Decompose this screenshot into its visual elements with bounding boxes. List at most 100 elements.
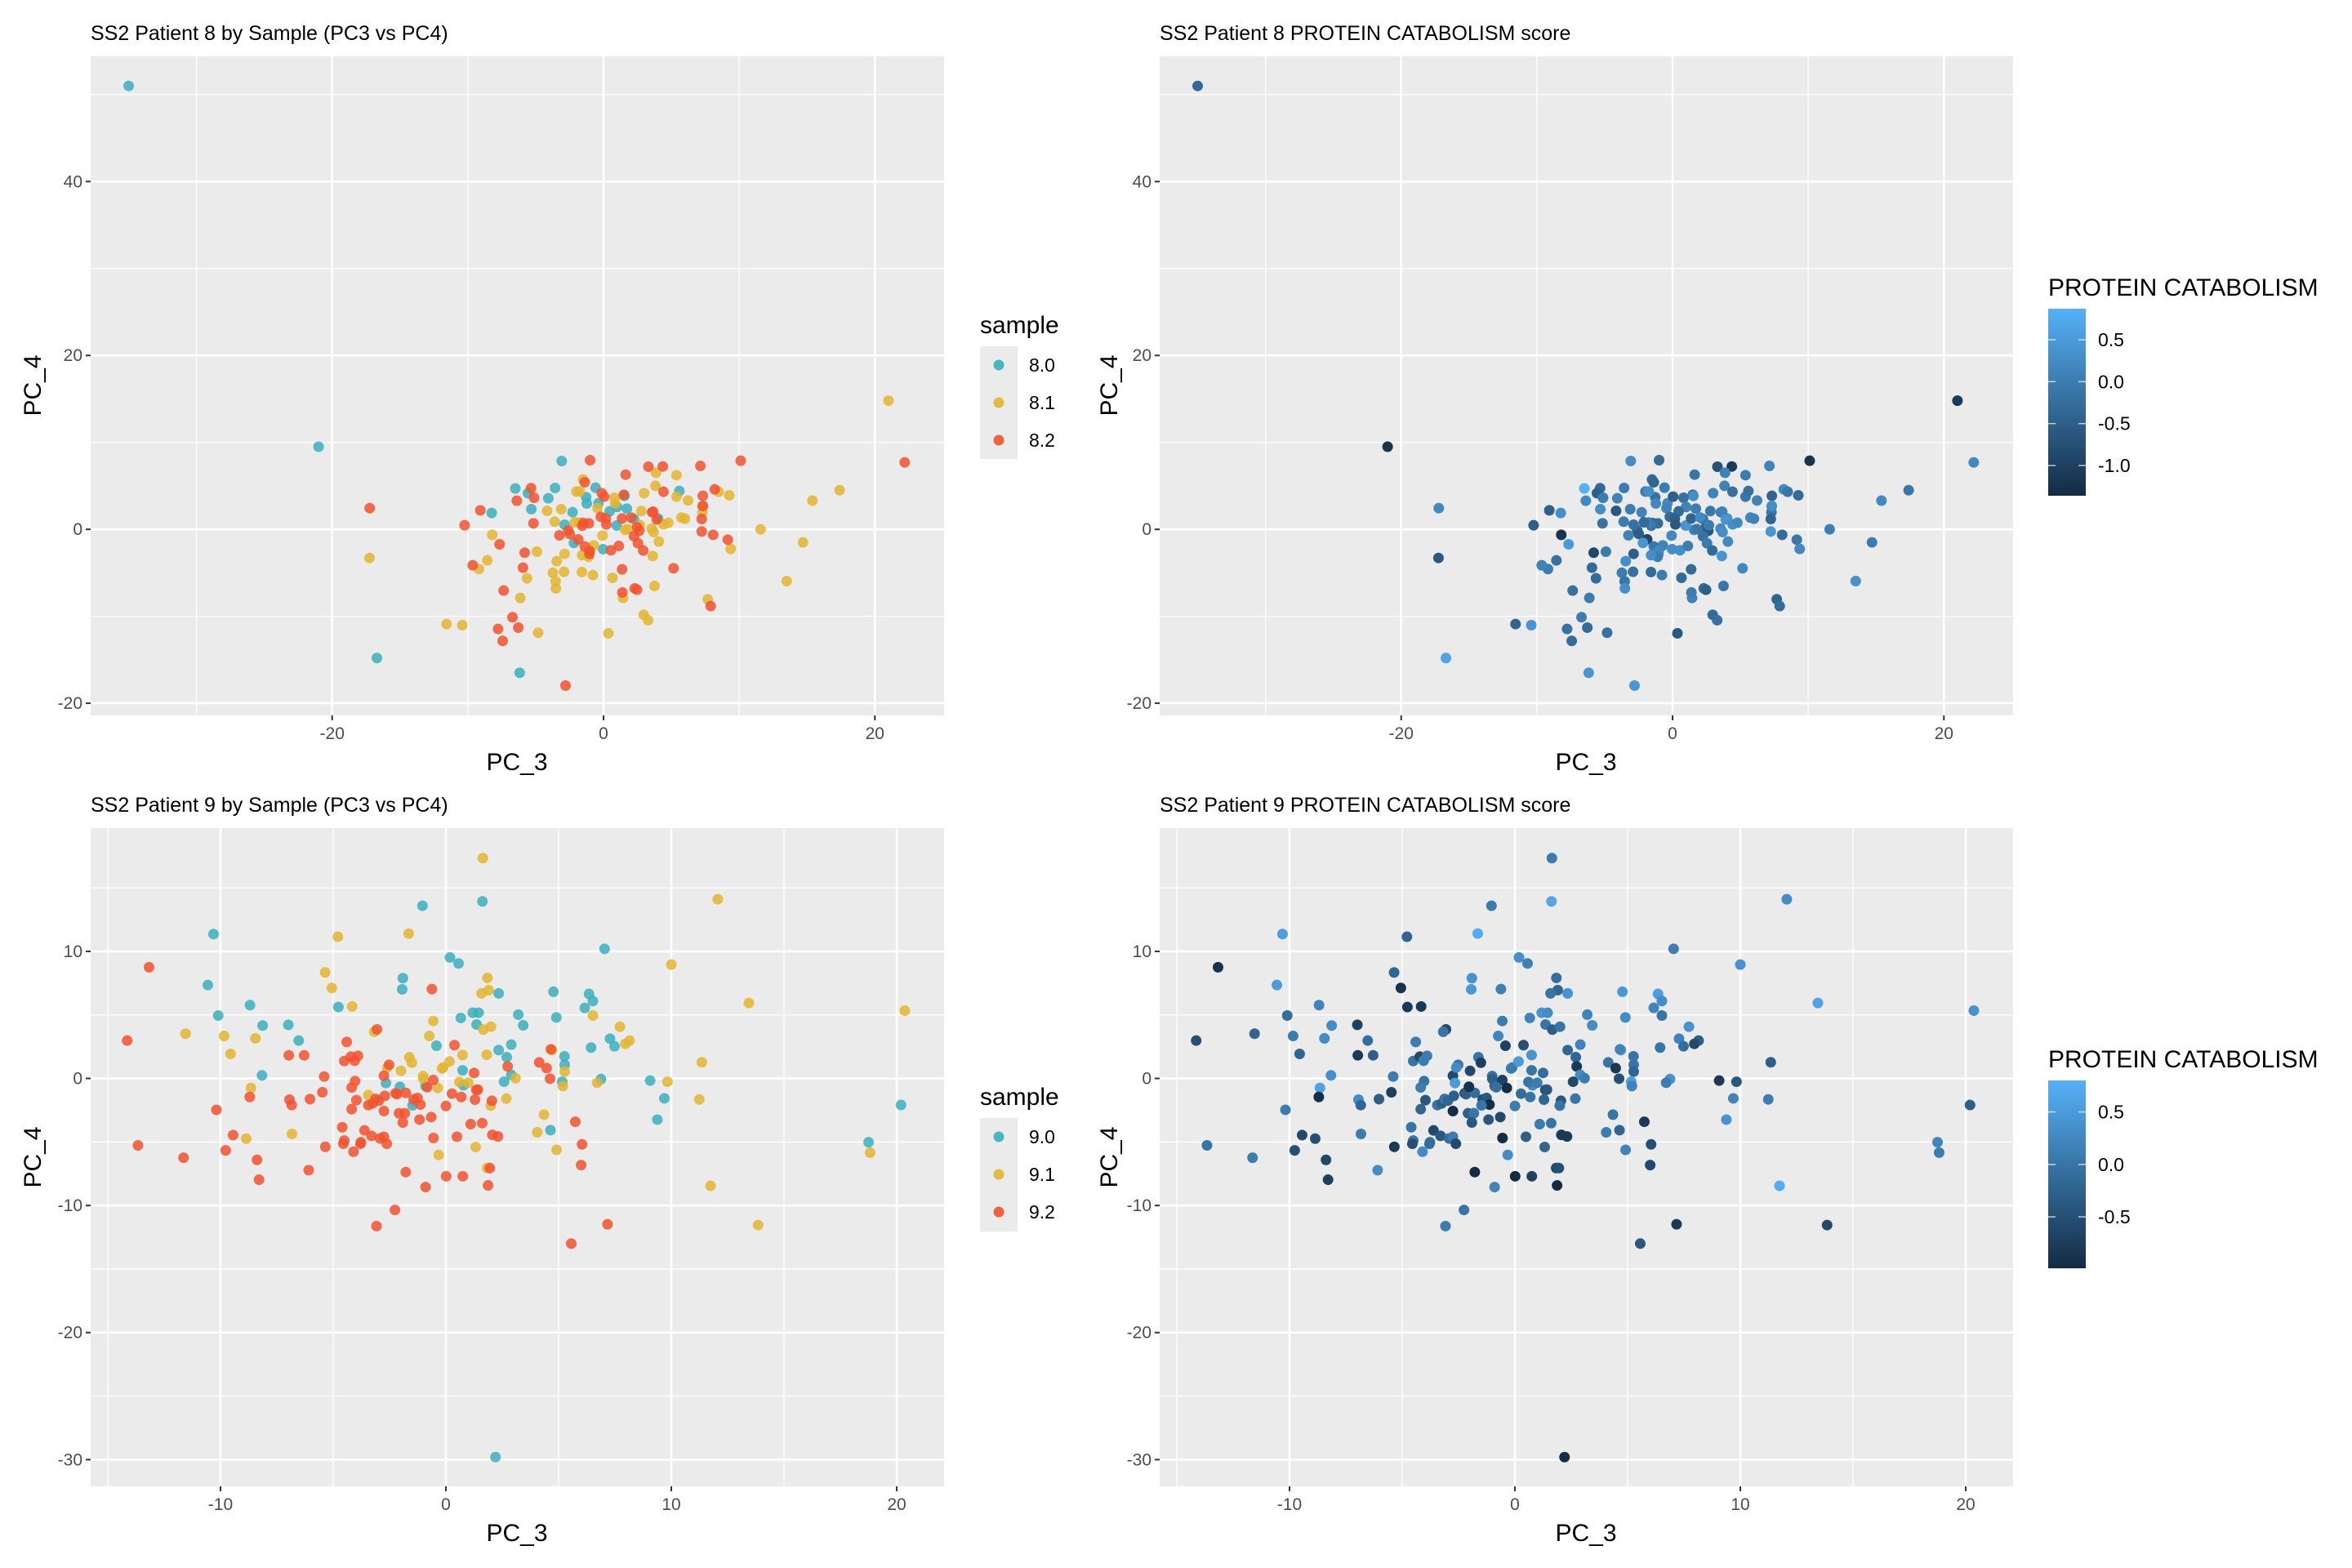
- data-point-score: [1464, 1065, 1476, 1076]
- data-point-sample-8-1: [363, 552, 375, 564]
- data-point-score: [1326, 1020, 1338, 1031]
- data-point-score: [1576, 612, 1588, 623]
- data-point-sample-9-1: [532, 1127, 543, 1138]
- data-point-score: [1619, 582, 1631, 594]
- data-point-sample-9-2: [305, 1094, 316, 1105]
- data-point-score: [1731, 517, 1743, 528]
- data-point-sample-8-2: [697, 501, 709, 512]
- data-point-sample-8-2: [735, 455, 746, 466]
- data-point-score: [1493, 1031, 1504, 1042]
- y-tick-label: -20: [1127, 1324, 1152, 1343]
- data-point-score: [1325, 1070, 1337, 1081]
- data-point-sample-9-2: [317, 1086, 328, 1098]
- data-point-sample-8-1: [587, 569, 599, 581]
- data-point-sample-9-0: [599, 943, 610, 955]
- y-tick-label: -10: [1127, 1196, 1152, 1215]
- data-point-score: [1483, 1114, 1494, 1125]
- data-point-score: [1405, 1121, 1417, 1133]
- data-point-score: [1726, 486, 1738, 497]
- data-point-sample-8-1: [725, 543, 737, 555]
- data-point-score: [1601, 627, 1613, 639]
- data-point-sample-9-2: [541, 1062, 552, 1074]
- data-point-score: [1212, 961, 1223, 973]
- colorbar-tick-label: 0.5: [2098, 1102, 2124, 1123]
- data-point-score: [1544, 505, 1555, 516]
- data-point-sample-9-1: [587, 1010, 599, 1022]
- data-point-score: [1553, 1162, 1565, 1174]
- data-point-sample-9-1: [454, 1076, 466, 1088]
- data-point-score: [1249, 1028, 1260, 1040]
- data-point-score: [1791, 534, 1802, 546]
- data-point-sample-8-2: [697, 490, 709, 501]
- data-point-sample-9-0: [256, 1070, 268, 1081]
- data-point-score: [1566, 635, 1578, 647]
- data-point-sample-8-2: [528, 492, 540, 504]
- data-point-sample-9-1: [428, 1015, 439, 1027]
- data-point-score: [1614, 1125, 1625, 1136]
- x-tick-label: 20: [866, 724, 884, 743]
- data-point-score: [1628, 679, 1640, 691]
- data-point-sample-9-1: [662, 1076, 673, 1088]
- data-point-sample-8-1: [555, 503, 567, 514]
- data-point-score: [1247, 1152, 1258, 1164]
- data-point-sample-9-0: [652, 1114, 663, 1125]
- x-tick-label: 0: [599, 724, 608, 743]
- data-point-score: [1489, 1182, 1500, 1193]
- data-point-sample-9-2: [319, 1141, 331, 1152]
- data-point-score: [1539, 1094, 1550, 1106]
- data-point-sample-9-1: [406, 1057, 417, 1068]
- data-point-sample-8-2: [707, 529, 719, 541]
- data-point-score: [1459, 1205, 1470, 1216]
- data-point-sample-9-2: [383, 1059, 394, 1071]
- data-point-sample-8-1: [551, 555, 563, 567]
- data-point-sample-9-2: [143, 961, 154, 973]
- data-point-sample-9-1: [481, 1049, 492, 1061]
- data-point-sample-9-2: [298, 1049, 310, 1061]
- x-tick-label: 10: [1731, 1495, 1749, 1514]
- data-point-sample-9-2: [426, 983, 438, 995]
- legend-label-8-2: 8.2: [1029, 430, 1055, 451]
- data-point-sample-8-2: [643, 461, 654, 473]
- data-point-score: [1437, 1026, 1449, 1037]
- data-point-score: [1700, 584, 1712, 595]
- data-point-sample-9-2: [346, 1082, 358, 1094]
- data-point-sample-9-0: [397, 973, 408, 984]
- data-point-sample-9-2: [486, 1095, 497, 1107]
- data-point-sample-9-0: [493, 1045, 505, 1056]
- data-point-score: [1525, 1091, 1536, 1102]
- data-point-sample-9-2: [440, 1100, 452, 1111]
- data-point-score: [1401, 1001, 1413, 1013]
- data-point-sample-9-2: [483, 1180, 494, 1192]
- data-point-sample-9-2: [390, 1205, 401, 1216]
- y-tick-label: 0: [1142, 1070, 1152, 1089]
- data-point-score: [1440, 1220, 1451, 1232]
- legend-label-9-0: 9.0: [1029, 1126, 1055, 1147]
- data-point-sample-9-1: [705, 1180, 716, 1192]
- data-point-score: [1388, 967, 1400, 978]
- data-point-sample-9-2: [546, 1044, 557, 1055]
- data-point-score: [1502, 1149, 1513, 1160]
- x-axis-label-p9-score: PC_3: [1555, 1520, 1616, 1547]
- data-point-sample-8-2: [507, 612, 519, 623]
- data-point-sample-8-1: [574, 486, 586, 497]
- data-point-score: [1620, 555, 1632, 567]
- data-point-sample-9-1: [864, 1147, 875, 1158]
- data-point-score: [1475, 1057, 1486, 1068]
- data-point-sample-8-1: [609, 498, 621, 510]
- panel-background: [91, 56, 944, 715]
- data-point-score: [1524, 1012, 1535, 1023]
- data-point-sample-8-2: [364, 502, 376, 514]
- data-point-sample-9-1: [433, 1149, 444, 1160]
- data-point-sample-9-2: [425, 1111, 437, 1123]
- data-point-score: [1421, 1050, 1432, 1062]
- data-point-sample-9-2: [391, 1089, 403, 1100]
- data-point-score: [1668, 491, 1679, 502]
- data-point-score: [1602, 1057, 1614, 1068]
- data-point-sample-9-1: [482, 972, 493, 983]
- data-point-sample-8-1: [549, 516, 560, 528]
- data-point-sample-8-1: [597, 530, 608, 541]
- data-point-sample-8-1: [559, 566, 570, 577]
- data-point-score: [1517, 1040, 1529, 1051]
- plot-p9-score: -10 0 10 20 -30 -20 -10 0 10: [1127, 828, 2013, 1514]
- data-point-sample-9-2: [350, 1094, 362, 1106]
